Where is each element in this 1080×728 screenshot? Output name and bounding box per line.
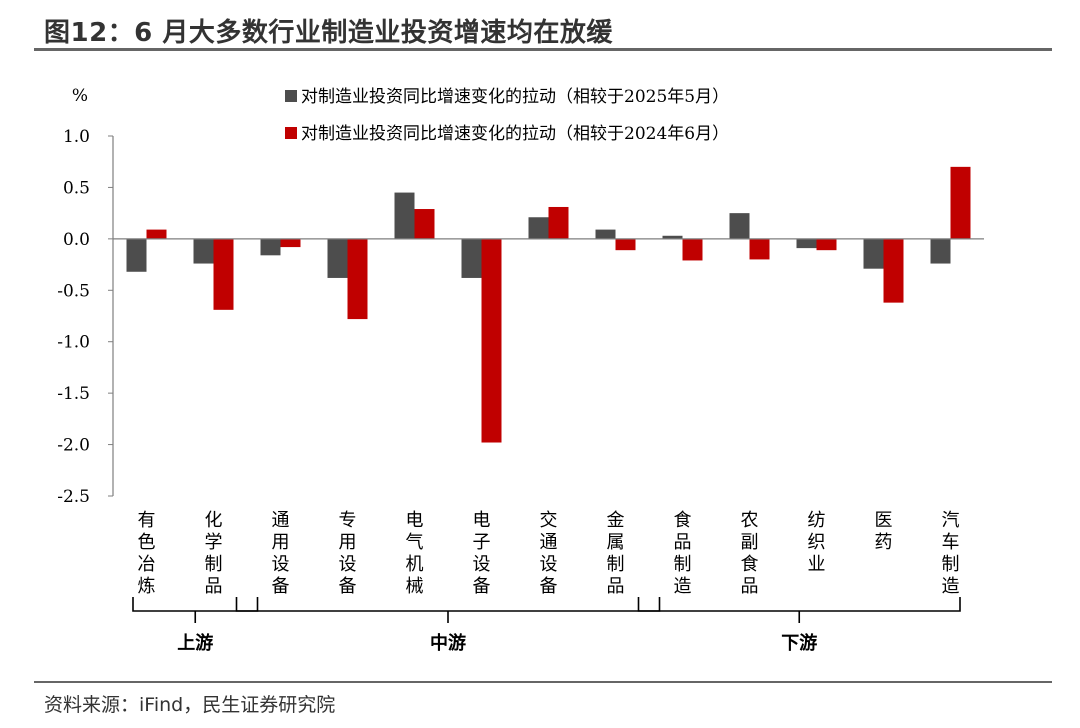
- y-tick-label: -0.5: [57, 281, 90, 301]
- legend-label-1: 对制造业投资同比增速变化的拉动（相较于2025年5月）: [301, 87, 729, 107]
- source-note: 资料来源：iFind，民生证券研究院: [44, 694, 336, 716]
- bar-series1-5: [394, 192, 415, 239]
- y-axis-unit: %: [72, 86, 88, 106]
- figure-title: 图12：6 月大多数行业制造业投资增速均在放缓: [44, 18, 613, 48]
- bar-series2-10: [749, 238, 770, 260]
- bar-series2-2: [213, 238, 234, 310]
- group-bracket-3: [637, 597, 961, 623]
- group-label-3: 下游: [781, 632, 817, 654]
- y-tick-label: 0.0: [63, 230, 90, 250]
- x-tick-label: 金属制品: [607, 510, 625, 597]
- x-tick-label: 有色冶炼: [138, 510, 156, 597]
- axes: % 1.0 0.5 0.0 -0.5 -1.0 -1.5 -2.0 -2.5: [57, 86, 984, 507]
- group-label-1: 上游: [177, 632, 213, 654]
- x-tick-label: 化学制品: [205, 510, 223, 597]
- y-tick-label: 1.0: [63, 127, 90, 147]
- bar-series1-11: [796, 238, 817, 249]
- x-tick-label: 专用设备: [339, 510, 357, 597]
- x-tick-label: 通用设备: [272, 510, 290, 597]
- bar-series1-7: [528, 217, 549, 239]
- legend-swatch-1: [285, 90, 297, 102]
- bar-series1-6: [461, 238, 482, 278]
- y-tick-label: -1.0: [57, 333, 90, 353]
- y-tick-label: 0.5: [63, 178, 90, 198]
- bar-series2-5: [414, 209, 435, 239]
- bar-series1-10: [729, 213, 750, 239]
- bar-series1-8: [595, 229, 616, 239]
- bar-series1-4: [327, 238, 348, 278]
- bar-series2-9: [682, 238, 703, 261]
- group-bracket-1: [132, 597, 259, 623]
- legend-label-2: 对制造业投资同比增速变化的拉动（相较于2024年6月）: [301, 124, 729, 144]
- y-tick-label: -1.5: [57, 384, 90, 404]
- legend-swatch-2: [285, 127, 297, 139]
- bar-series2-7: [548, 206, 569, 239]
- bar-series2-8: [615, 238, 636, 251]
- source-rule: [34, 681, 1052, 683]
- bars: [126, 166, 971, 443]
- chart: 对制造业投资同比增速变化的拉动（相较于2025年5月） 对制造业投资同比增速变化的…: [57, 86, 984, 654]
- bar-series2-1: [146, 229, 167, 239]
- bar-series1-9: [662, 235, 683, 239]
- x-tick-label: 电子设备: [473, 510, 491, 597]
- x-tick-label: 电气机械: [406, 510, 424, 597]
- group-brackets: 上游 中游 下游: [132, 597, 961, 654]
- bar-series1-13: [930, 238, 951, 264]
- bar-series2-4: [347, 238, 368, 320]
- group-label-2: 中游: [430, 632, 466, 654]
- bar-series2-12: [883, 238, 904, 303]
- x-tick-labels: 有色冶炼 化学制品 通用设备 专用设备 电气机械 电子设备 交通设备 金属制品 食品制造 农副食品…: [138, 510, 960, 597]
- bar-series2-11: [816, 238, 837, 251]
- x-tick-label: 食品制造: [674, 510, 692, 597]
- y-tick-label: -2.0: [57, 436, 90, 456]
- bar-series1-12: [863, 238, 884, 269]
- x-tick-label: 交通设备: [540, 510, 558, 597]
- bar-series1-2: [193, 238, 214, 264]
- x-tick-label: 农副食品: [741, 510, 759, 597]
- group-bracket-2: [235, 597, 661, 623]
- x-tick-label: 医药: [875, 510, 893, 553]
- bar-series2-3: [280, 238, 301, 248]
- x-tick-label: 纺织业: [808, 510, 826, 575]
- title-rule: [34, 48, 1052, 51]
- legend: 对制造业投资同比增速变化的拉动（相较于2025年5月） 对制造业投资同比增速变化的…: [285, 87, 729, 144]
- x-tick-label: 汽车制造: [942, 510, 960, 597]
- y-tick-label: -2.5: [57, 487, 90, 507]
- bar-series2-6: [481, 238, 502, 443]
- bar-series1-1: [126, 238, 147, 272]
- bar-series2-13: [950, 166, 971, 239]
- bar-series1-3: [260, 238, 281, 256]
